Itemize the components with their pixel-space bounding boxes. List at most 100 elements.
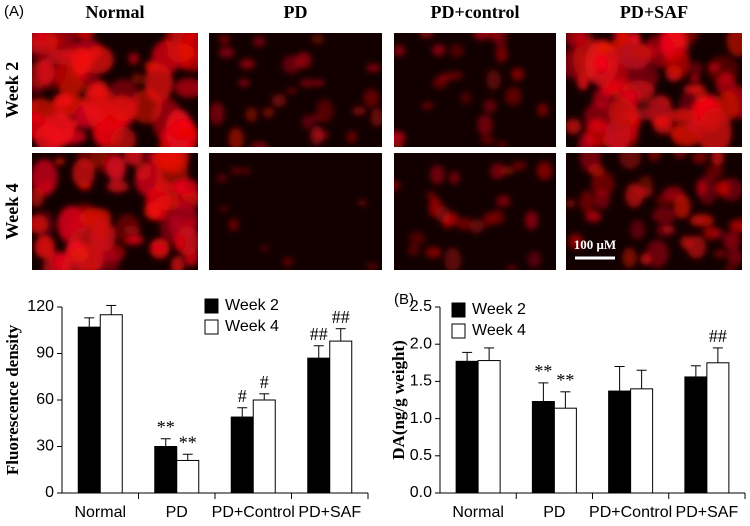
cell-blob: [79, 72, 100, 85]
cell-blob: [482, 212, 494, 227]
cell-blob: [568, 233, 583, 250]
significance: **: [534, 361, 552, 381]
cell-blob: [34, 235, 55, 259]
cell-blob: [584, 101, 615, 133]
cell-blob: [394, 180, 400, 191]
cell-blob: [446, 71, 463, 80]
micrograph: [32, 33, 198, 147]
cell-blob: [419, 33, 434, 38]
bar: [553, 407, 577, 494]
cell-blob: [726, 33, 742, 57]
y-tick-label: 1.5: [410, 373, 432, 390]
micrograph: [394, 153, 556, 270]
cell-blob: [637, 92, 653, 106]
cell-blob: [367, 263, 378, 270]
cell-blob: [286, 88, 298, 94]
cell-blob: [689, 61, 703, 77]
cell-blob: [597, 41, 612, 54]
cell-blob: [566, 33, 587, 48]
cell-blob: [171, 255, 185, 270]
signal: [394, 33, 549, 147]
cell-blob: [216, 174, 228, 183]
scale-bar-label: 100 μM: [574, 237, 616, 252]
bar: [329, 340, 353, 494]
cell-blob: [619, 153, 642, 170]
cell-blob: [622, 247, 637, 268]
cell-blob: [356, 199, 368, 206]
cell-blob: [702, 226, 719, 240]
cell-blob: [693, 83, 708, 104]
y-tick-label: 0: [45, 484, 54, 501]
cell-blob: [492, 33, 508, 48]
cell-blob: [708, 62, 721, 73]
x-tick-label: PD+SAF: [676, 504, 739, 521]
significance: #: [260, 372, 269, 392]
cell-blob: [648, 153, 661, 162]
y-tick-label: 30: [36, 438, 54, 455]
cell-blob: [54, 157, 65, 166]
cell-blob: [536, 161, 553, 181]
cell-blob: [94, 248, 121, 270]
cell-blob: [218, 47, 235, 58]
cell-blob: [282, 256, 294, 267]
cell-blob: [351, 106, 367, 116]
cell-blob: [172, 178, 198, 195]
cell-blob: [106, 79, 140, 122]
cell-blob: [713, 249, 727, 259]
cell-blob: [394, 44, 405, 57]
legend-swatch: [204, 298, 219, 314]
cell-blob: [151, 40, 183, 73]
bar: [230, 416, 254, 494]
significance: ##: [332, 307, 350, 327]
row-header: Week 4: [2, 183, 22, 240]
cell-blob: [32, 98, 39, 108]
cell-blob: [239, 59, 256, 70]
cell-blob: [608, 96, 635, 129]
signal: [566, 153, 742, 270]
cell-blob: [32, 158, 58, 197]
cell-blob: [316, 99, 334, 123]
cell-blob: [250, 141, 269, 147]
panel-label: (A): [4, 3, 24, 20]
cell-blob: [711, 153, 724, 166]
legend-label: Week 4: [225, 318, 279, 335]
cell-blob: [310, 33, 325, 45]
cell-blob: [421, 102, 434, 110]
signal: [32, 33, 198, 147]
cell-blob: [432, 43, 446, 56]
cell-blob: [259, 245, 271, 252]
cell-blob: [72, 247, 89, 262]
cell-blob: [512, 160, 527, 171]
column-header: Normal: [86, 2, 145, 22]
cell-blob: [692, 153, 708, 164]
cell-blob: [72, 157, 95, 189]
cell-blob: [707, 55, 739, 85]
x-tick-label: PD+SAF: [298, 504, 361, 521]
micrograph: [566, 33, 742, 147]
cell-blob: [625, 64, 660, 89]
significance: **: [179, 432, 197, 452]
cell-blob: [218, 205, 230, 213]
x-tick-label: PD+Control: [589, 504, 672, 521]
cell-blob: [209, 101, 225, 126]
significance: ##: [310, 324, 328, 344]
cell-blob: [673, 153, 687, 159]
y-tick-label: 90: [36, 345, 54, 362]
y-axis-label: Fluorescence density: [3, 324, 22, 475]
cell-blob: [53, 93, 73, 108]
cell-blob: [566, 199, 576, 208]
cell-blob: [724, 265, 735, 270]
cell-blob: [512, 67, 525, 81]
cell-blob: [680, 235, 693, 250]
cell-blob: [460, 92, 471, 105]
bar: [77, 326, 101, 494]
significance: **: [157, 417, 175, 437]
micrograph-bg: [394, 153, 556, 270]
cell-blob: [123, 153, 144, 166]
cell-blob: [588, 164, 605, 177]
cell-blob: [46, 49, 71, 65]
cell-blob: [594, 67, 610, 88]
cell-blob: [506, 264, 518, 270]
cell-blob: [394, 130, 406, 143]
